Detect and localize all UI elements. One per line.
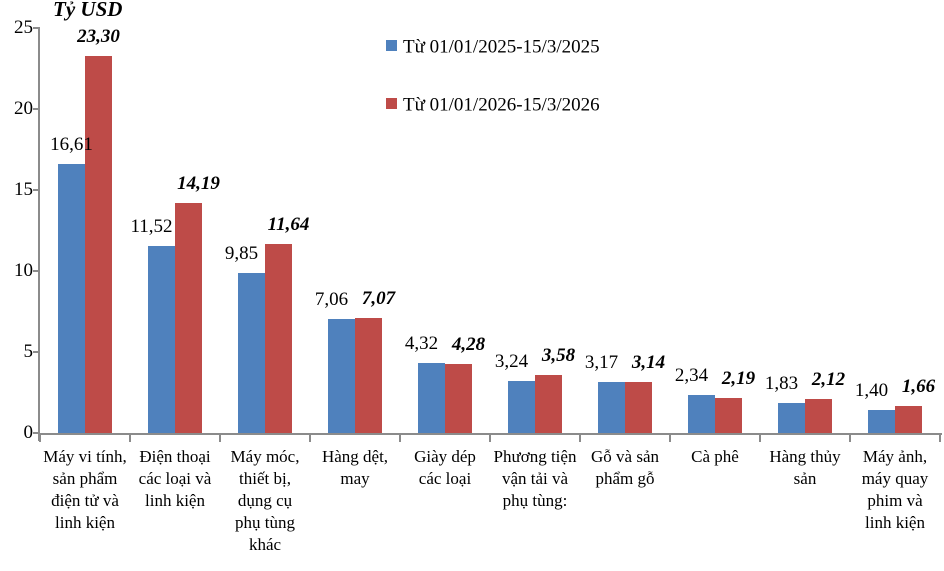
bar-series2-6 xyxy=(625,382,652,433)
category-label: Máy móc, thiết bị, dụng cụ phụ tùng khác xyxy=(230,447,300,554)
y-axis-tick-mark xyxy=(33,27,40,29)
chart-title: Tỷ USD xyxy=(53,0,123,21)
x-axis-tick-mark xyxy=(759,433,761,442)
category-label: Gỗ và sản phẩm gỗ xyxy=(591,447,659,488)
bar-series2-1 xyxy=(175,203,202,433)
bar-value-label: 4,28 xyxy=(451,333,486,355)
bar-value-label: 3,14 xyxy=(631,352,666,374)
bar-value-label: 3,24 xyxy=(494,350,529,372)
bar-series1-0 xyxy=(58,163,85,433)
bar-value-label: 1,83 xyxy=(764,373,799,395)
x-axis-tick-mark xyxy=(399,433,401,442)
legend-label: Từ 01/01/2026-15/3/2026 xyxy=(403,94,600,116)
bar-series2-4 xyxy=(445,363,472,433)
bar-value-label: 11,52 xyxy=(130,216,173,238)
bar-series2-8 xyxy=(805,398,832,433)
bar-value-label: 9,85 xyxy=(224,243,259,265)
y-axis-tick-label: 0 xyxy=(23,422,34,443)
y-axis-tick-label: 10 xyxy=(14,260,33,281)
legend-swatch-blue-icon xyxy=(386,39,397,51)
legend-item-2026: Từ 01/01/2026-15/3/2026 xyxy=(386,94,600,116)
y-axis-tick-mark xyxy=(33,351,40,353)
bar-series1-2 xyxy=(238,273,265,433)
x-axis-tick-mark xyxy=(939,433,941,442)
bar-series2-2 xyxy=(265,244,292,433)
bar-series2-5 xyxy=(535,375,562,433)
x-axis-tick-mark xyxy=(849,433,851,442)
bar-series1-1 xyxy=(148,246,175,433)
y-axis-tick-label: 5 xyxy=(23,341,34,362)
category-label: Cà phê xyxy=(691,447,739,466)
category-label: Máy ảnh, máy quay phim và linh kiện xyxy=(861,447,929,532)
bar-value-label: 7,06 xyxy=(314,288,349,310)
bar-series1-4 xyxy=(418,363,445,433)
bar-series2-0 xyxy=(85,55,112,433)
category-label: Hàng thủy sản xyxy=(769,447,841,488)
y-axis-tick-label: 25 xyxy=(14,17,33,38)
legend-swatch-red-icon xyxy=(386,97,397,109)
category-label: Phương tiện vận tải và phụ tùng: xyxy=(493,447,577,510)
bar-series1-7 xyxy=(688,395,715,433)
bar-series1-3 xyxy=(328,318,355,433)
x-axis-tick-mark xyxy=(129,433,131,442)
category-label: Máy vi tính, sản phẩm điện tử và linh ki… xyxy=(43,447,127,532)
legend-label: Từ 01/01/2025-15/3/2025 xyxy=(403,36,600,58)
bar-value-label: 14,19 xyxy=(177,173,220,195)
bar-value-label: 4,32 xyxy=(404,333,439,355)
bar-value-label: 1,40 xyxy=(854,380,889,402)
x-axis-tick-mark xyxy=(39,433,41,442)
bar-value-label: 7,07 xyxy=(361,288,396,310)
x-axis-tick-mark xyxy=(669,433,671,442)
y-axis-tick-mark xyxy=(33,189,40,191)
legend-item-2025: Từ 01/01/2025-15/3/2025 xyxy=(386,36,600,58)
bar-value-label: 3,58 xyxy=(541,345,576,366)
bar-value-label: 23,30 xyxy=(77,25,120,47)
x-axis-tick-mark xyxy=(219,433,221,442)
bar-value-label: 2,34 xyxy=(674,365,709,387)
y-axis-tick-mark xyxy=(33,108,40,110)
category-label: Giày dép các loại xyxy=(414,447,476,488)
bar-series2-9 xyxy=(895,406,922,433)
bar-value-label: 3,17 xyxy=(584,351,619,373)
bar-value-label: 11,64 xyxy=(267,214,310,236)
x-axis-tick-mark xyxy=(309,433,311,442)
y-axis-line xyxy=(38,28,40,441)
category-label: Điện thoại các loại và linh kiện xyxy=(138,447,212,510)
bar-value-label: 2,12 xyxy=(811,368,846,390)
bar-series1-9 xyxy=(868,410,895,433)
y-axis-tick-label: 20 xyxy=(14,98,33,119)
bar-series1-6 xyxy=(598,381,625,433)
category-label: Hàng dệt, may xyxy=(321,447,389,488)
x-axis-tick-mark xyxy=(579,433,581,442)
x-axis-tick-mark xyxy=(489,433,491,442)
bar-value-label: 16,61 xyxy=(50,133,93,155)
bar-series1-5 xyxy=(508,380,535,433)
bar-value-label: 2,19 xyxy=(721,367,756,389)
y-axis-tick-mark xyxy=(33,432,40,434)
y-axis-tick-mark xyxy=(33,270,40,272)
bar-value-label: 1,66 xyxy=(901,376,936,398)
bar-series2-3 xyxy=(355,318,382,433)
y-axis-tick-label: 15 xyxy=(14,179,33,200)
bar-series2-7 xyxy=(715,397,742,433)
bar-series1-8 xyxy=(778,403,805,433)
